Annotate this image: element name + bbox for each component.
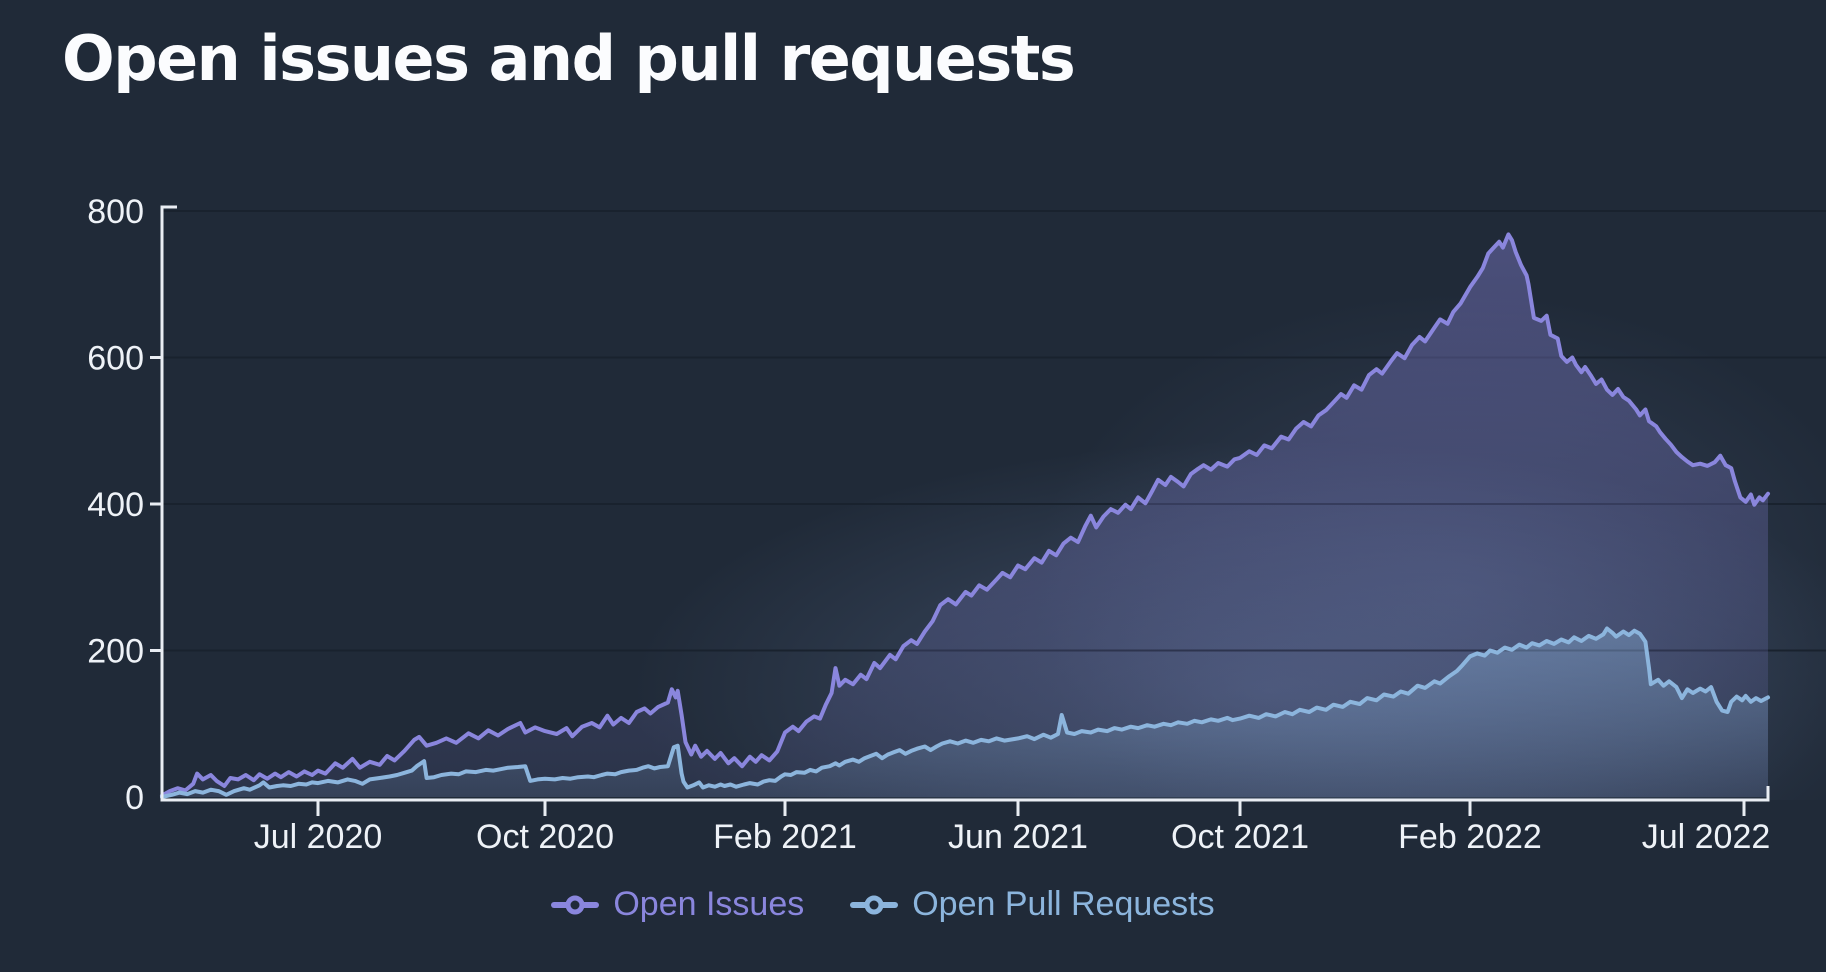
open-issues-legend-label: Open Issues (613, 885, 805, 923)
y-axis-label-400: 400 (87, 486, 144, 524)
x-axis-label-feb-2022: Feb 2022 (1398, 818, 1542, 856)
open-issues-area (162, 234, 1768, 797)
x-axis-label-oct-2021: Oct 2021 (1171, 818, 1309, 856)
open-pull-requests-area (162, 628, 1768, 797)
open-issues-line[interactable] (160, 232, 1770, 798)
x-axis-label-jul-2022: Jul 2022 (1642, 818, 1771, 856)
open-pull-requests-line[interactable] (160, 626, 1770, 799)
open-pull-requests-line-marker-icon (850, 895, 899, 914)
x-axis-label-oct-2020: Oct 2020 (476, 818, 614, 856)
y-axis-label-200: 200 (87, 633, 144, 671)
legend-item-open-issues[interactable]: Open Issues (551, 885, 804, 924)
x-axis-label-jul-2020: Jul 2020 (254, 818, 383, 856)
y-axis-label-600: 600 (87, 340, 144, 378)
y-axis-label-800: 800 (87, 193, 144, 231)
y-axis-label-0: 0 (125, 779, 144, 817)
legend-item-open-pull-requests[interactable]: Open Pull Requests (850, 885, 1215, 924)
chart-legend: Open Issues Open Pull Requests (0, 885, 1766, 924)
x-axis-label-jun-2021: Jun 2021 (948, 818, 1088, 856)
axis-line (160, 205, 1770, 802)
x-axis-label-feb-2021: Feb 2021 (713, 818, 857, 856)
open-issues-line-marker-icon (551, 895, 600, 914)
chart-title: Open issues and pull requests (62, 22, 1076, 95)
open-pull-requests-legend-label: Open Pull Requests (912, 885, 1215, 923)
